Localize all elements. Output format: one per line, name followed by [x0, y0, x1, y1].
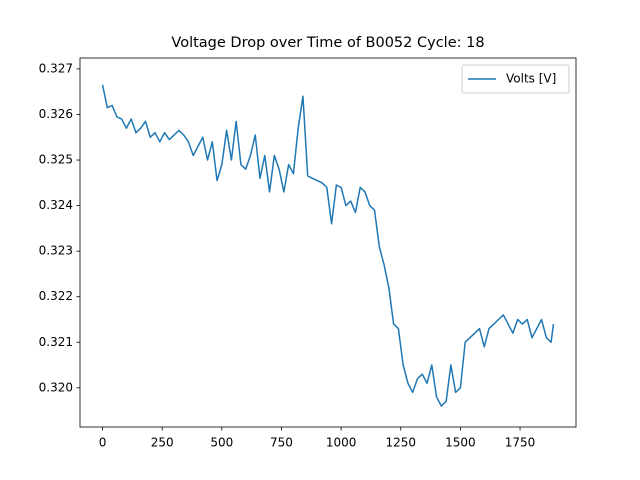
y-tick-label: 0.322: [39, 289, 73, 303]
legend-box: [461, 64, 570, 94]
x-tick-label: 1750: [505, 436, 536, 450]
x-tick-label: 750: [270, 436, 293, 450]
line-series: [101, 84, 555, 407]
y-tick-label: 0.321: [39, 335, 73, 349]
y-tick-label: 0.324: [39, 198, 73, 212]
y-tick-label: 0.327: [39, 61, 73, 75]
y-tick-label: 0.325: [39, 153, 73, 167]
x-tick-label: 250: [151, 436, 174, 450]
axes-frame: [79, 57, 577, 428]
x-tick-label: 0: [99, 436, 107, 450]
x-tick-label: 500: [210, 436, 233, 450]
y-tick-label: 0.320: [39, 380, 73, 394]
x-tick-label: 1250: [385, 436, 416, 450]
y-tick-label: 0.326: [39, 107, 73, 121]
y-tick-label: 0.323: [39, 244, 73, 258]
legend-label: Volts [V]: [506, 72, 556, 86]
chart-title: Voltage Drop over Time of B0052 Cycle: 1…: [171, 35, 484, 51]
x-tick-label: 1000: [326, 436, 357, 450]
x-tick-label: 1500: [445, 436, 476, 450]
